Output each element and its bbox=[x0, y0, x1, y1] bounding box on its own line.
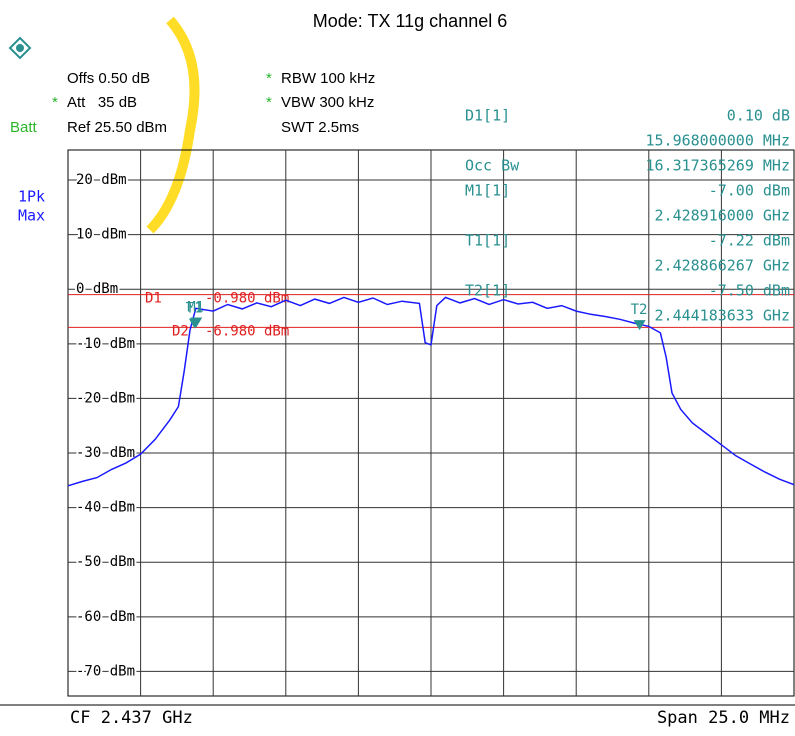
y-tick-label: -20 dBm bbox=[76, 390, 135, 406]
display-line-label: -0.980 dBm bbox=[205, 291, 289, 307]
y-tick-label: 10 dBm bbox=[76, 227, 127, 243]
y-tick-label: -50 dBm bbox=[76, 554, 135, 570]
display-line-name: D2 bbox=[172, 323, 189, 339]
cf: CF 2.437 GHz bbox=[70, 708, 193, 728]
att-flag: * bbox=[52, 94, 58, 111]
ref: Ref 25.50 dBm bbox=[67, 119, 167, 136]
readout-value: -7.50 dBm bbox=[709, 282, 790, 300]
readout-label: D1[1] bbox=[465, 107, 510, 125]
y-tick-label: 20 dBm bbox=[76, 172, 127, 188]
y-tick-label: -40 dBm bbox=[76, 500, 135, 516]
readout-value: 16.317365269 MHz bbox=[646, 157, 791, 175]
readout-detail: 2.428916000 GHz bbox=[655, 207, 790, 225]
trace-label: 1Pk bbox=[18, 188, 45, 206]
readout-detail: 2.428866267 GHz bbox=[655, 257, 790, 275]
y-tick-label: -60 dBm bbox=[76, 609, 135, 625]
readout-value: 0.10 dB bbox=[727, 107, 790, 125]
y-tick-label: -70 dBm bbox=[76, 663, 135, 679]
readout-label: T1[1] bbox=[465, 232, 510, 250]
title: Mode: TX 11g channel 6 bbox=[313, 11, 507, 31]
att: Att 35 dB bbox=[67, 94, 137, 111]
y-tick-label: -30 dBm bbox=[76, 445, 135, 461]
y-tick-label: -10 dBm bbox=[76, 336, 135, 352]
display-line-name: D1 bbox=[145, 291, 162, 307]
marker bbox=[633, 320, 646, 331]
readout-label: T2[1] bbox=[465, 282, 510, 300]
vbw-flag: * bbox=[266, 94, 272, 111]
readout-label: Occ Bw bbox=[465, 157, 520, 175]
vbw: VBW 300 kHz bbox=[281, 94, 374, 111]
batt: Batt bbox=[10, 119, 38, 136]
offs: Offs 0.50 dB bbox=[67, 70, 150, 87]
rbw: RBW 100 kHz bbox=[281, 70, 375, 87]
marker bbox=[188, 318, 201, 329]
readout-label: M1[1] bbox=[465, 182, 510, 200]
watermark bbox=[146, 16, 200, 234]
marker-name: T1 bbox=[186, 301, 203, 317]
swt: SWT 2.5ms bbox=[281, 119, 359, 136]
readout-value: -7.22 dBm bbox=[709, 232, 790, 250]
readout-detail: 15.968000000 MHz bbox=[646, 132, 791, 150]
trace-label: Max bbox=[18, 207, 45, 225]
display-line-label: -6.980 dBm bbox=[205, 323, 289, 339]
readout-detail: 2.444183633 GHz bbox=[655, 307, 790, 325]
readout-value: -7.00 dBm bbox=[709, 182, 790, 200]
span: Span 25.0 MHz bbox=[657, 708, 790, 728]
rbw-flag: * bbox=[266, 70, 272, 87]
marker-name: M1 bbox=[187, 299, 204, 315]
marker-name: T2 bbox=[631, 302, 648, 318]
logo bbox=[8, 36, 32, 60]
trace bbox=[67, 296, 795, 487]
